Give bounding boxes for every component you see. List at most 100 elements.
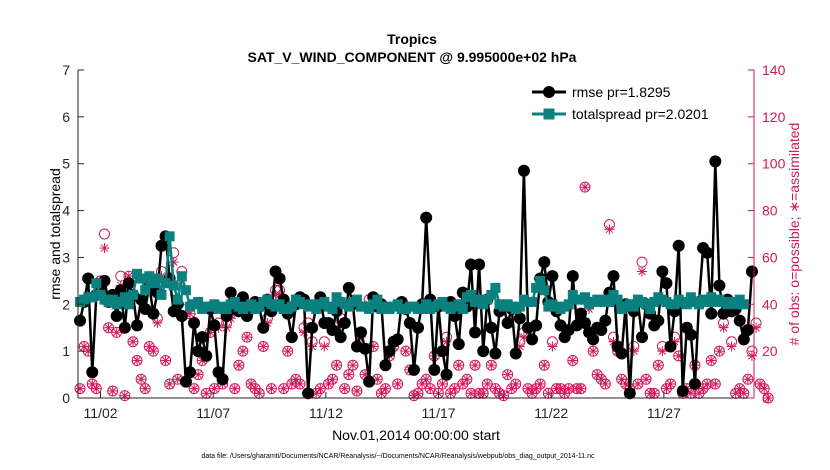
assimilated-obs-marker <box>710 378 721 389</box>
assimilated-obs-marker <box>278 383 289 394</box>
assimilated-obs-marker <box>580 182 590 193</box>
rmse-point <box>147 307 160 320</box>
rmse-point <box>131 319 144 332</box>
assimilated-obs-marker <box>453 360 464 371</box>
rmse-point <box>302 387 315 400</box>
rmse-point <box>82 272 95 285</box>
assimilated-obs-marker <box>421 374 432 385</box>
rmse-point <box>688 377 701 390</box>
assimilated-obs-marker <box>575 383 586 394</box>
assimilated-obs-marker <box>99 243 110 254</box>
totalspread-point <box>681 299 692 310</box>
totalspread-point <box>351 294 362 305</box>
rmse-point <box>440 368 453 381</box>
y-axis-label-right: # of obs: o=possible; ∗=assimilated <box>786 123 802 346</box>
assimilated-obs-marker <box>661 383 672 394</box>
x-tick-label: 11/22 <box>534 405 568 421</box>
rmse-point <box>383 345 396 358</box>
rmse-point <box>334 331 347 344</box>
rmse-point <box>74 314 87 327</box>
rmse-point <box>135 293 148 306</box>
rmse-point <box>306 321 319 334</box>
rmse-point <box>530 319 543 332</box>
y2-tick-label: 120 <box>762 109 786 125</box>
assimilated-obs-marker <box>486 360 497 371</box>
assimilated-obs-marker <box>535 378 546 389</box>
rmse-point <box>122 277 135 290</box>
assimilated-obs-marker <box>657 346 668 357</box>
totalspread-point <box>580 292 590 303</box>
assimilated-obs-marker <box>604 224 615 235</box>
assimilated-obs-marker <box>653 360 664 371</box>
totalspread-point <box>180 285 191 296</box>
totalspread-point <box>457 303 468 314</box>
y-tick-label: 3 <box>62 249 70 265</box>
rmse-point <box>355 326 368 339</box>
rmse-point <box>175 310 188 322</box>
totalspread-series <box>75 231 749 314</box>
assimilated-obs-marker <box>258 341 269 352</box>
rmse-point <box>656 265 669 278</box>
y-axis-ticks-left: 0 1 2 3 4 5 6 7 <box>62 62 84 406</box>
rmse-point <box>359 342 372 355</box>
assimilated-obs-marker <box>339 383 350 394</box>
assimilated-obs-marker <box>347 360 358 371</box>
chart-subtitle: SAT_V_WIND_COMPONENT @ 9.995000e+02 hPa <box>248 49 577 65</box>
assimilated-obs-marker <box>132 355 143 366</box>
rmse-point <box>118 321 131 334</box>
totalspread-point <box>531 282 542 293</box>
assimilated-obs-marker <box>319 341 330 352</box>
totalspread-point <box>465 289 476 300</box>
rmse-line <box>78 161 754 394</box>
totalspread-point <box>372 294 383 305</box>
assimilated-obs-marker <box>103 322 114 333</box>
rmse-point <box>224 286 237 299</box>
totalspread-point <box>144 271 155 282</box>
rmse-point <box>379 359 392 372</box>
rmse-point <box>208 319 221 332</box>
rmse-point <box>713 279 726 292</box>
totalspread-point <box>136 273 147 284</box>
rmse-point <box>623 387 636 400</box>
rmse-point <box>701 246 714 259</box>
x-tick-label: 11/12 <box>309 405 343 421</box>
totalspread-point <box>91 278 102 289</box>
totalspread-point <box>490 282 501 293</box>
assimilated-obs-marker <box>567 355 578 366</box>
assimilated-obs-marker <box>547 341 558 352</box>
rmse-point <box>660 277 673 290</box>
assimilated-obs-marker <box>315 383 326 394</box>
rmse-point <box>607 270 620 283</box>
legend-rmse-label: rmse pr=1.8295 <box>572 84 671 100</box>
assimilated-obs-marker <box>189 383 200 394</box>
rmse-point <box>188 317 201 330</box>
assimilated-obs-marker <box>331 360 342 371</box>
assimilated-obs-marker <box>746 350 757 361</box>
assimilated-obs-marker <box>75 383 86 394</box>
assimilated-obs-marker <box>164 378 175 389</box>
assimilated-obs-marker <box>233 360 244 371</box>
rmse-point <box>98 274 111 287</box>
rmse-point <box>179 375 192 388</box>
rmse-point <box>477 345 490 358</box>
rmse-point <box>595 324 608 337</box>
assimilated-obs-marker <box>742 374 753 385</box>
rmse-point <box>420 211 433 224</box>
assimilated-obs-marker <box>229 383 240 394</box>
rmse-point <box>501 317 514 330</box>
x-axis-label: Nov.01,2014 00:00:00 start <box>332 427 500 443</box>
assimilated-obs-marker <box>152 318 163 329</box>
y2-tick-label: 0 <box>762 390 770 406</box>
assimilated-obs-marker <box>763 393 774 403</box>
assimilated-obs-marker <box>119 390 130 401</box>
assimilated-obs-marker <box>91 383 102 394</box>
rmse-point <box>485 321 498 334</box>
rmse-point <box>705 307 718 320</box>
rmse-point <box>285 331 298 344</box>
y-tick-label: 5 <box>62 156 70 172</box>
rmse-point <box>86 366 99 379</box>
x-tick-label: 11/17 <box>422 405 456 421</box>
rmse-point <box>538 256 551 269</box>
assimilated-obs-marker <box>209 383 220 394</box>
y-tick-label: 1 <box>62 343 70 359</box>
